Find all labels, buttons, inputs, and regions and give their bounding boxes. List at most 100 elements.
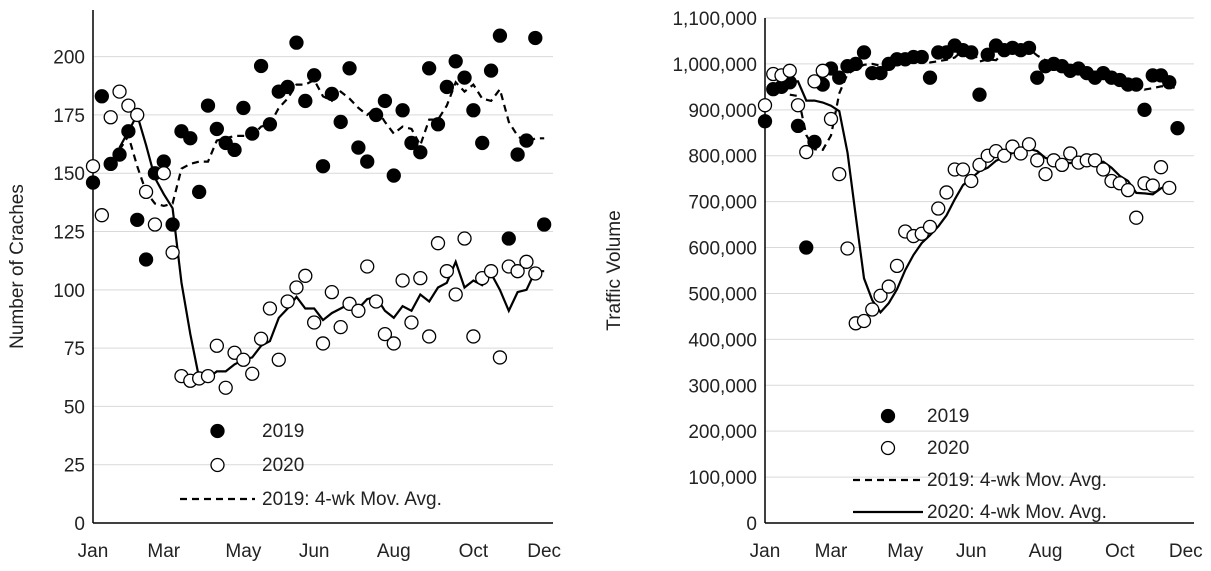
point-2019 bbox=[165, 217, 180, 232]
point-2020 bbox=[832, 166, 847, 182]
point-2020 bbox=[757, 98, 773, 113]
point-2019 bbox=[121, 124, 136, 139]
point-2020 bbox=[262, 301, 278, 316]
point-2019 bbox=[368, 107, 384, 123]
legend-marker bbox=[880, 408, 896, 424]
point-2019 bbox=[799, 240, 814, 255]
point-2020 bbox=[1145, 178, 1160, 193]
point-2020 bbox=[922, 219, 938, 235]
point-2020 bbox=[413, 271, 428, 286]
point-2020 bbox=[85, 159, 101, 174]
point-2019 bbox=[192, 184, 207, 200]
point-2020 bbox=[889, 258, 905, 274]
point-2020 bbox=[881, 279, 896, 294]
x-tick-label: May bbox=[225, 541, 261, 562]
point-2019 bbox=[209, 121, 224, 137]
point-2019 bbox=[386, 168, 401, 183]
legend-marker bbox=[880, 440, 896, 456]
point-2019 bbox=[528, 30, 543, 46]
point-2020 bbox=[209, 338, 224, 353]
point-2019 bbox=[307, 68, 322, 83]
point-2020 bbox=[253, 331, 269, 346]
y-tick-label: 100 bbox=[53, 281, 85, 302]
point-2020 bbox=[218, 380, 233, 395]
legend-label: 2020: 4-wk Mov. Avg. bbox=[927, 502, 1107, 523]
y-tick-label: 175 bbox=[53, 106, 85, 127]
y-tick-label: 300,000 bbox=[688, 376, 757, 397]
series-line-2020-moving-average bbox=[789, 80, 1170, 315]
legend-label: 2019: 4-wk Mov. Avg. bbox=[262, 489, 442, 510]
y-tick-label: 50 bbox=[64, 397, 85, 418]
x-tick-label: Aug bbox=[1029, 541, 1063, 562]
point-2019 bbox=[85, 175, 101, 190]
point-2019 bbox=[519, 133, 534, 148]
point-2020 bbox=[289, 280, 304, 295]
point-2020 bbox=[1013, 146, 1028, 161]
point-2020 bbox=[873, 288, 888, 303]
y-axis-title: Traffic Volume bbox=[604, 210, 625, 330]
point-2020 bbox=[528, 266, 543, 281]
x-tick-label: May bbox=[887, 541, 923, 562]
x-tick-label: Dec bbox=[1169, 541, 1203, 562]
x-tick-label: Dec bbox=[527, 541, 561, 562]
point-2019 bbox=[413, 145, 428, 160]
point-2020 bbox=[1087, 153, 1103, 168]
point-2020 bbox=[368, 294, 384, 309]
point-2019 bbox=[289, 35, 304, 50]
y-tick-label: 75 bbox=[64, 339, 85, 360]
point-2020 bbox=[782, 63, 797, 78]
point-2020 bbox=[377, 326, 393, 342]
point-2019 bbox=[430, 117, 446, 132]
x-tick-label: Jan bbox=[78, 541, 109, 562]
point-2020 bbox=[997, 148, 1012, 163]
point-2019 bbox=[324, 86, 339, 102]
point-2020 bbox=[1054, 157, 1070, 173]
point-2020 bbox=[1063, 146, 1078, 161]
point-2019 bbox=[757, 114, 773, 129]
point-2020 bbox=[856, 313, 872, 329]
point-2020 bbox=[1021, 137, 1037, 152]
point-2019 bbox=[448, 54, 463, 69]
point-2019 bbox=[94, 89, 109, 104]
y-tick-label: 150 bbox=[53, 164, 85, 185]
point-2020 bbox=[492, 350, 508, 365]
point-2020 bbox=[466, 329, 481, 344]
point-2019 bbox=[439, 79, 454, 95]
x-tick-label: Aug bbox=[377, 541, 411, 562]
point-2019 bbox=[483, 63, 499, 78]
point-2019 bbox=[1129, 77, 1144, 92]
point-2019 bbox=[245, 126, 260, 141]
point-2020 bbox=[1096, 162, 1111, 177]
point-2020 bbox=[307, 315, 322, 330]
point-2020 bbox=[1162, 180, 1177, 196]
point-2020 bbox=[112, 84, 127, 99]
point-2020 bbox=[1038, 166, 1053, 182]
x-tick-label: Jan bbox=[750, 541, 781, 562]
point-2020 bbox=[147, 217, 163, 232]
point-2019 bbox=[922, 70, 938, 85]
point-2020 bbox=[271, 352, 286, 367]
point-2019 bbox=[466, 103, 481, 118]
point-2020 bbox=[165, 245, 180, 260]
point-2019 bbox=[1170, 121, 1185, 136]
point-2019 bbox=[227, 142, 242, 158]
point-2019 bbox=[873, 65, 888, 81]
point-2019 bbox=[333, 114, 348, 130]
point-2019 bbox=[1162, 75, 1177, 90]
point-2019 bbox=[832, 70, 847, 85]
point-2019 bbox=[492, 28, 508, 43]
point-2020 bbox=[840, 241, 855, 256]
x-tick-label: Oct bbox=[459, 541, 489, 562]
point-2019 bbox=[980, 47, 995, 62]
point-2019 bbox=[404, 135, 419, 151]
point-2019 bbox=[377, 93, 393, 109]
point-2019 bbox=[112, 147, 127, 162]
point-2020 bbox=[138, 184, 154, 200]
point-2020 bbox=[865, 302, 880, 317]
point-2020 bbox=[245, 366, 260, 381]
point-2020 bbox=[404, 315, 419, 330]
point-2019 bbox=[501, 231, 516, 246]
point-2019 bbox=[360, 154, 375, 169]
point-2019 bbox=[236, 100, 251, 116]
